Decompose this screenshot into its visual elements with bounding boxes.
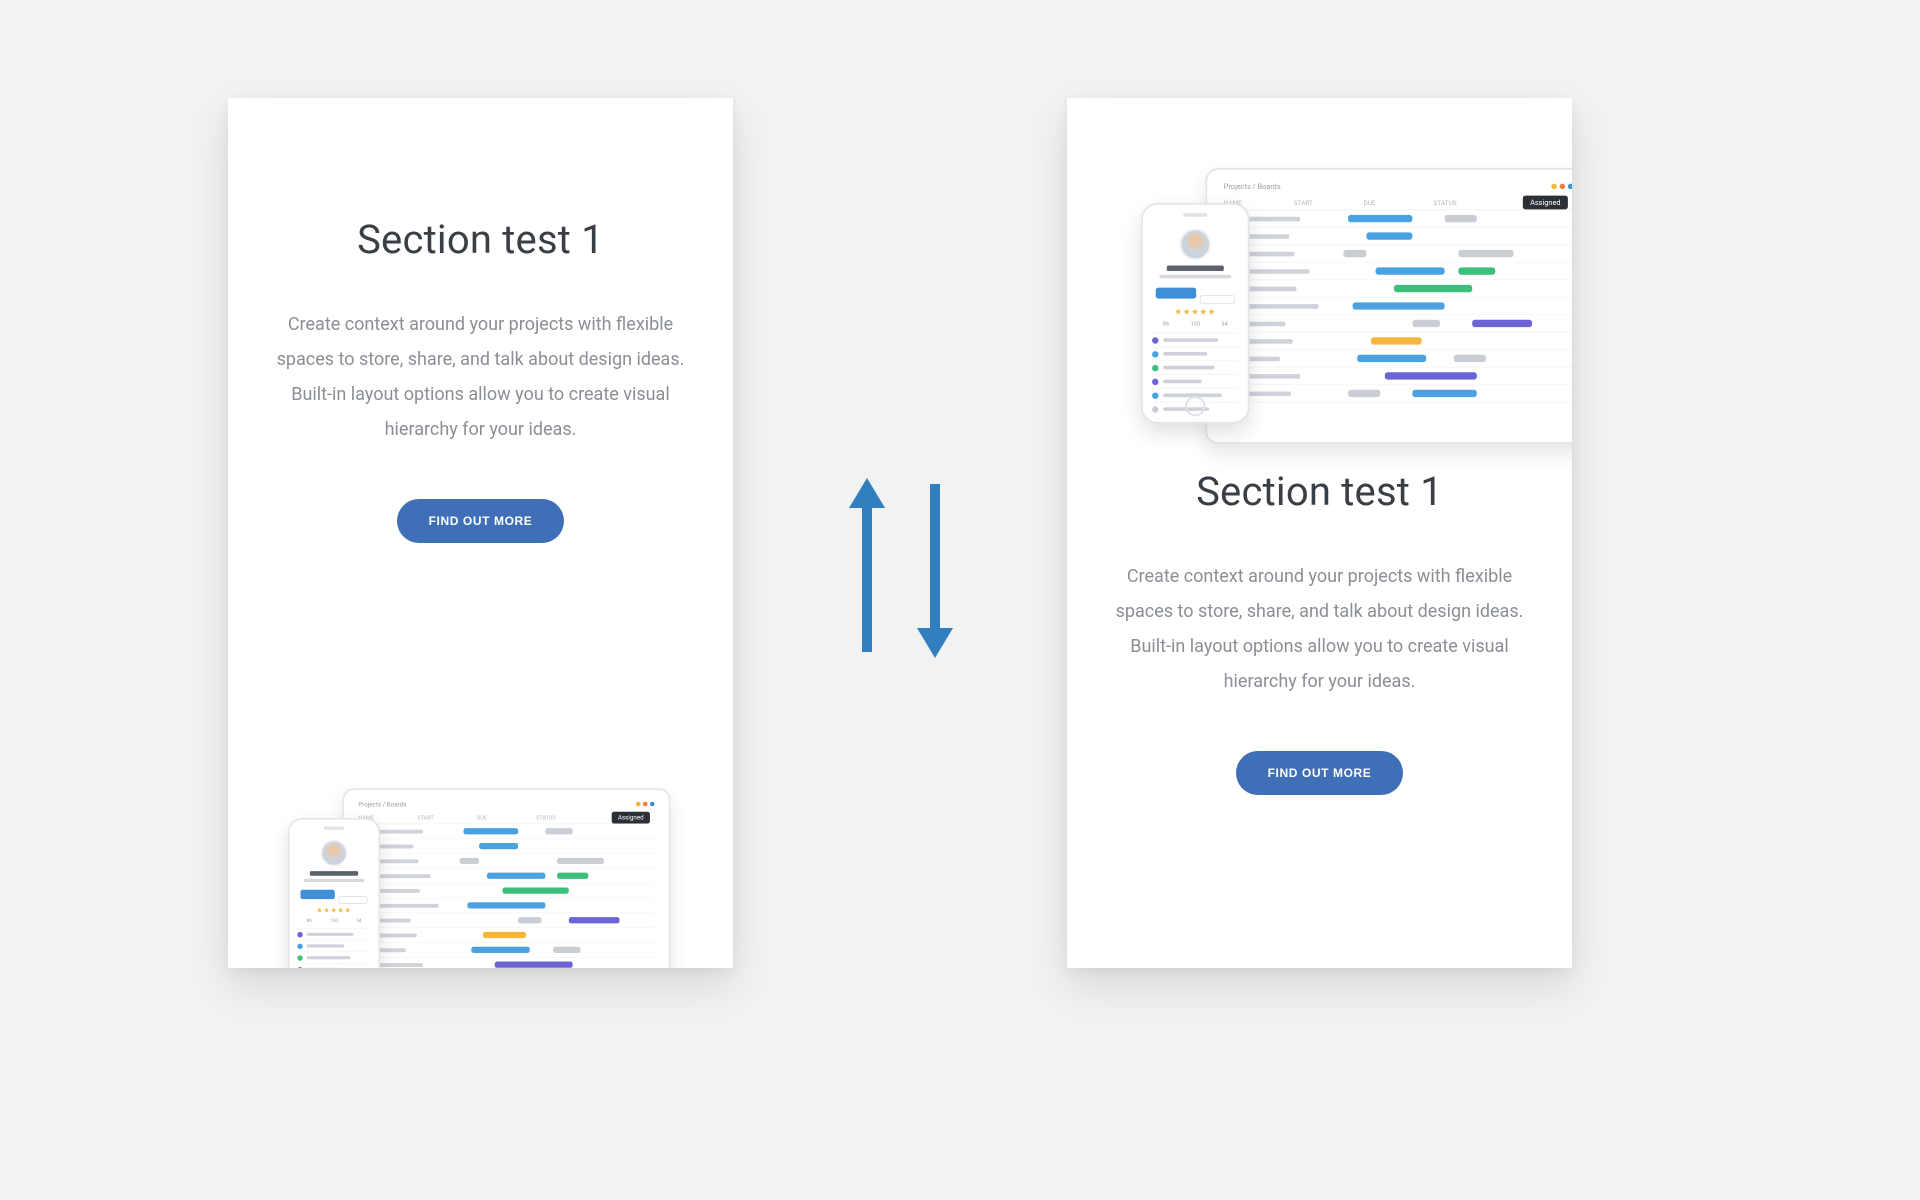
- layout-card-left: Section test 1 Create context around you…: [228, 98, 733, 968]
- profile-subtitle: [1159, 275, 1231, 279]
- message-button: [1156, 288, 1196, 299]
- profile-list-item: [297, 940, 370, 952]
- tablet-mock: Projects / Boards AssignedNAMESTARTDUESTA…: [343, 788, 671, 968]
- gantt-row: [1224, 280, 1572, 297]
- tablet-columns: NAMESTARTDUESTATUS: [1224, 197, 1572, 211]
- gantt-row: [1224, 315, 1572, 332]
- profile-name: [1167, 266, 1224, 272]
- tablet-status-dots: [1549, 183, 1572, 191]
- follow-button: [1200, 295, 1235, 304]
- gantt-row: [358, 884, 654, 899]
- device-mockup: Projects / Boards AssignedNAMESTARTDUESTA…: [1141, 168, 1572, 462]
- gantt-row: [358, 854, 654, 869]
- device-mockup: Projects / Boards AssignedNAMESTARTDUESTA…: [288, 788, 678, 968]
- gantt-row: [1224, 333, 1572, 350]
- profile-list-item: [1152, 374, 1238, 388]
- card-description: Create context around your projects with…: [1113, 559, 1526, 699]
- gantt-row: [358, 958, 654, 968]
- gantt-row: [1224, 298, 1572, 315]
- layout-card-right: Projects / Boards AssignedNAMESTARTDUESTA…: [1067, 98, 1572, 968]
- profile-list-item: [297, 963, 370, 968]
- gantt-row: [1224, 245, 1572, 262]
- assigned-badge: Assigned: [1523, 196, 1568, 210]
- find-out-more-button[interactable]: FIND OUT MORE: [1236, 751, 1404, 795]
- phone-mock: ★★★★★ 8612034: [288, 818, 380, 968]
- card-description: Create context around your projects with…: [274, 307, 687, 447]
- gantt-row: [1224, 263, 1572, 280]
- gantt-row: [358, 869, 654, 884]
- swap-order-icon: [824, 478, 984, 658]
- assigned-badge: Assigned: [612, 812, 650, 824]
- profile-list-item: [297, 951, 370, 963]
- gantt-row: [358, 943, 654, 958]
- profile-name: [310, 871, 358, 876]
- gantt-row: [1224, 385, 1572, 402]
- card-title: Section test 1: [274, 216, 687, 263]
- tablet-title: Projects / Boards: [1224, 183, 1281, 191]
- profile-list-item: [1152, 360, 1238, 374]
- tablet-title: Projects / Boards: [358, 801, 406, 808]
- find-out-more-button[interactable]: FIND OUT MORE: [397, 499, 565, 543]
- avatar: [321, 840, 348, 867]
- gantt-row: [358, 839, 654, 854]
- card-title: Section test 1: [1113, 468, 1526, 515]
- gantt-row: [1224, 350, 1572, 367]
- phone-mock: ★★★★★ 8612034: [1141, 203, 1250, 424]
- profile-list-item: [1152, 388, 1238, 402]
- gantt-row: [358, 824, 654, 839]
- follow-button: [338, 896, 368, 904]
- gantt-row: [358, 913, 654, 928]
- tablet-columns: NAMESTARTDUESTATUS: [358, 813, 654, 825]
- card-text-block: Section test 1 Create context around you…: [228, 216, 733, 543]
- gantt-row: [1224, 228, 1572, 245]
- tablet-status-dots: [634, 801, 655, 808]
- profile-list-item: [1152, 346, 1238, 360]
- profile-stats: 8612034: [1152, 321, 1238, 327]
- profile-subtitle: [304, 879, 365, 882]
- tablet-mock: Projects / Boards AssignedNAMESTARTDUESTA…: [1205, 168, 1572, 444]
- profile-list-item: [1152, 333, 1238, 347]
- profile-list-item: [297, 928, 370, 940]
- message-button: [300, 890, 334, 899]
- gantt-row: [358, 898, 654, 913]
- card-text-block: Section test 1 Create context around you…: [1067, 468, 1572, 795]
- gantt-row: [1224, 210, 1572, 227]
- rating-stars: ★★★★★: [1152, 308, 1238, 317]
- avatar: [1180, 229, 1211, 260]
- profile-stats: 8612034: [297, 918, 370, 923]
- rating-stars: ★★★★★: [297, 907, 370, 915]
- profile-list-item: [1152, 402, 1238, 416]
- gantt-row: [1224, 368, 1572, 385]
- gantt-row: [358, 928, 654, 943]
